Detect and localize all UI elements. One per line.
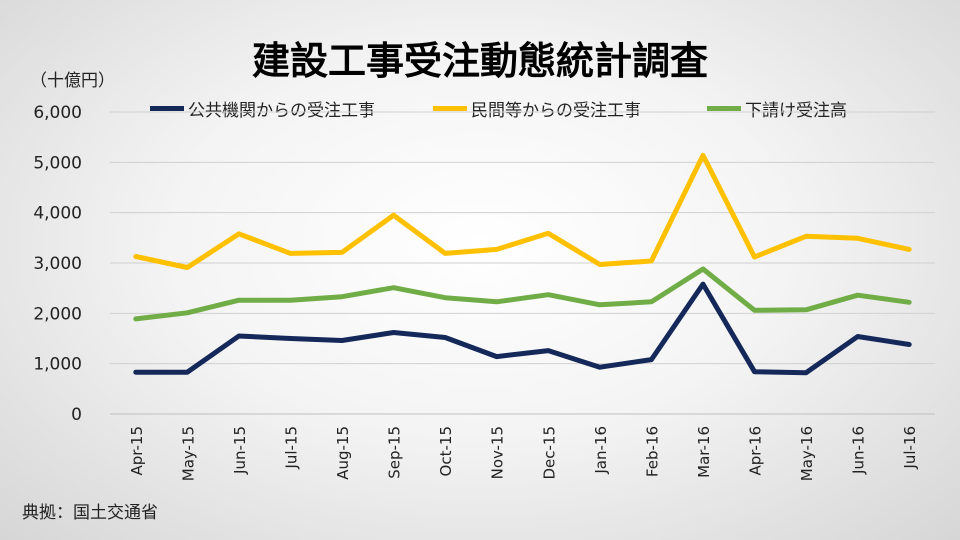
x-tick-label: May-16 [798, 426, 816, 481]
x-tick-label: Jun-16 [850, 426, 868, 475]
y-tick-label: 5,000 [33, 153, 82, 173]
x-tick-label: Apr-16 [747, 426, 765, 476]
x-tick-label: Dec-15 [540, 426, 558, 480]
x-tick-label: Jul-15 [282, 426, 300, 470]
y-tick-label: 0 [71, 405, 82, 425]
x-tick-label: May-15 [179, 426, 197, 481]
x-tick-label: Nov-15 [489, 426, 507, 479]
x-tick-label: Sep-15 [386, 426, 404, 479]
x-axis-ticks: Apr-15 May-15 Jun-15 Jul-15 Aug-15 Sep-15 Oct-… [128, 426, 919, 481]
x-tick-label: Jun-15 [231, 426, 249, 475]
legend-swatch-private [433, 106, 467, 111]
series-line-public [133, 281, 912, 376]
gridlines [110, 111, 935, 415]
source-note: 典拠：国土交通省 [22, 503, 158, 523]
x-tick-label: Jul-16 [901, 426, 919, 470]
y-tick-label: 2,000 [33, 304, 82, 324]
y-axis-ticks: 0 1,000 2,000 3,000 4,000 5,000 6,000 [33, 103, 82, 425]
legend-label-subcontract: 下請け受注高 [745, 101, 847, 121]
y-tick-label: 3,000 [33, 254, 82, 274]
x-tick-label: Jan-16 [592, 426, 610, 475]
legend-item-private: 民間等からの受注工事 [433, 96, 641, 121]
legend-swatch-public [150, 106, 184, 111]
y-tick-label: 6,000 [33, 103, 82, 123]
x-tick-label: Feb-16 [643, 426, 661, 477]
series-line-subcontract [133, 266, 912, 322]
legend-swatch-subcontract [707, 106, 741, 111]
series-lines [133, 152, 912, 376]
x-tick-label: Mar-16 [695, 426, 713, 478]
legend-label-private: 民間等からの受注工事 [471, 101, 641, 121]
x-tick-label: Oct-15 [437, 426, 455, 476]
series-line-private [133, 152, 912, 270]
x-tick-label: Aug-15 [334, 426, 352, 480]
y-tick-label: 4,000 [33, 204, 82, 224]
y-tick-label: 1,000 [33, 355, 82, 375]
y-axis-unit-label: （十億円） [30, 71, 115, 91]
legend: 公共機関からの受注工事 民間等からの受注工事 下請け受注高 [0, 96, 960, 121]
legend-item-public: 公共機関からの受注工事 [150, 96, 375, 121]
legend-label-public: 公共機関からの受注工事 [188, 101, 375, 121]
legend-item-subcontract: 下請け受注高 [707, 96, 847, 121]
x-tick-label: Apr-15 [128, 426, 146, 476]
chart-title: 建設工事受注動態統計調査 [251, 39, 708, 83]
